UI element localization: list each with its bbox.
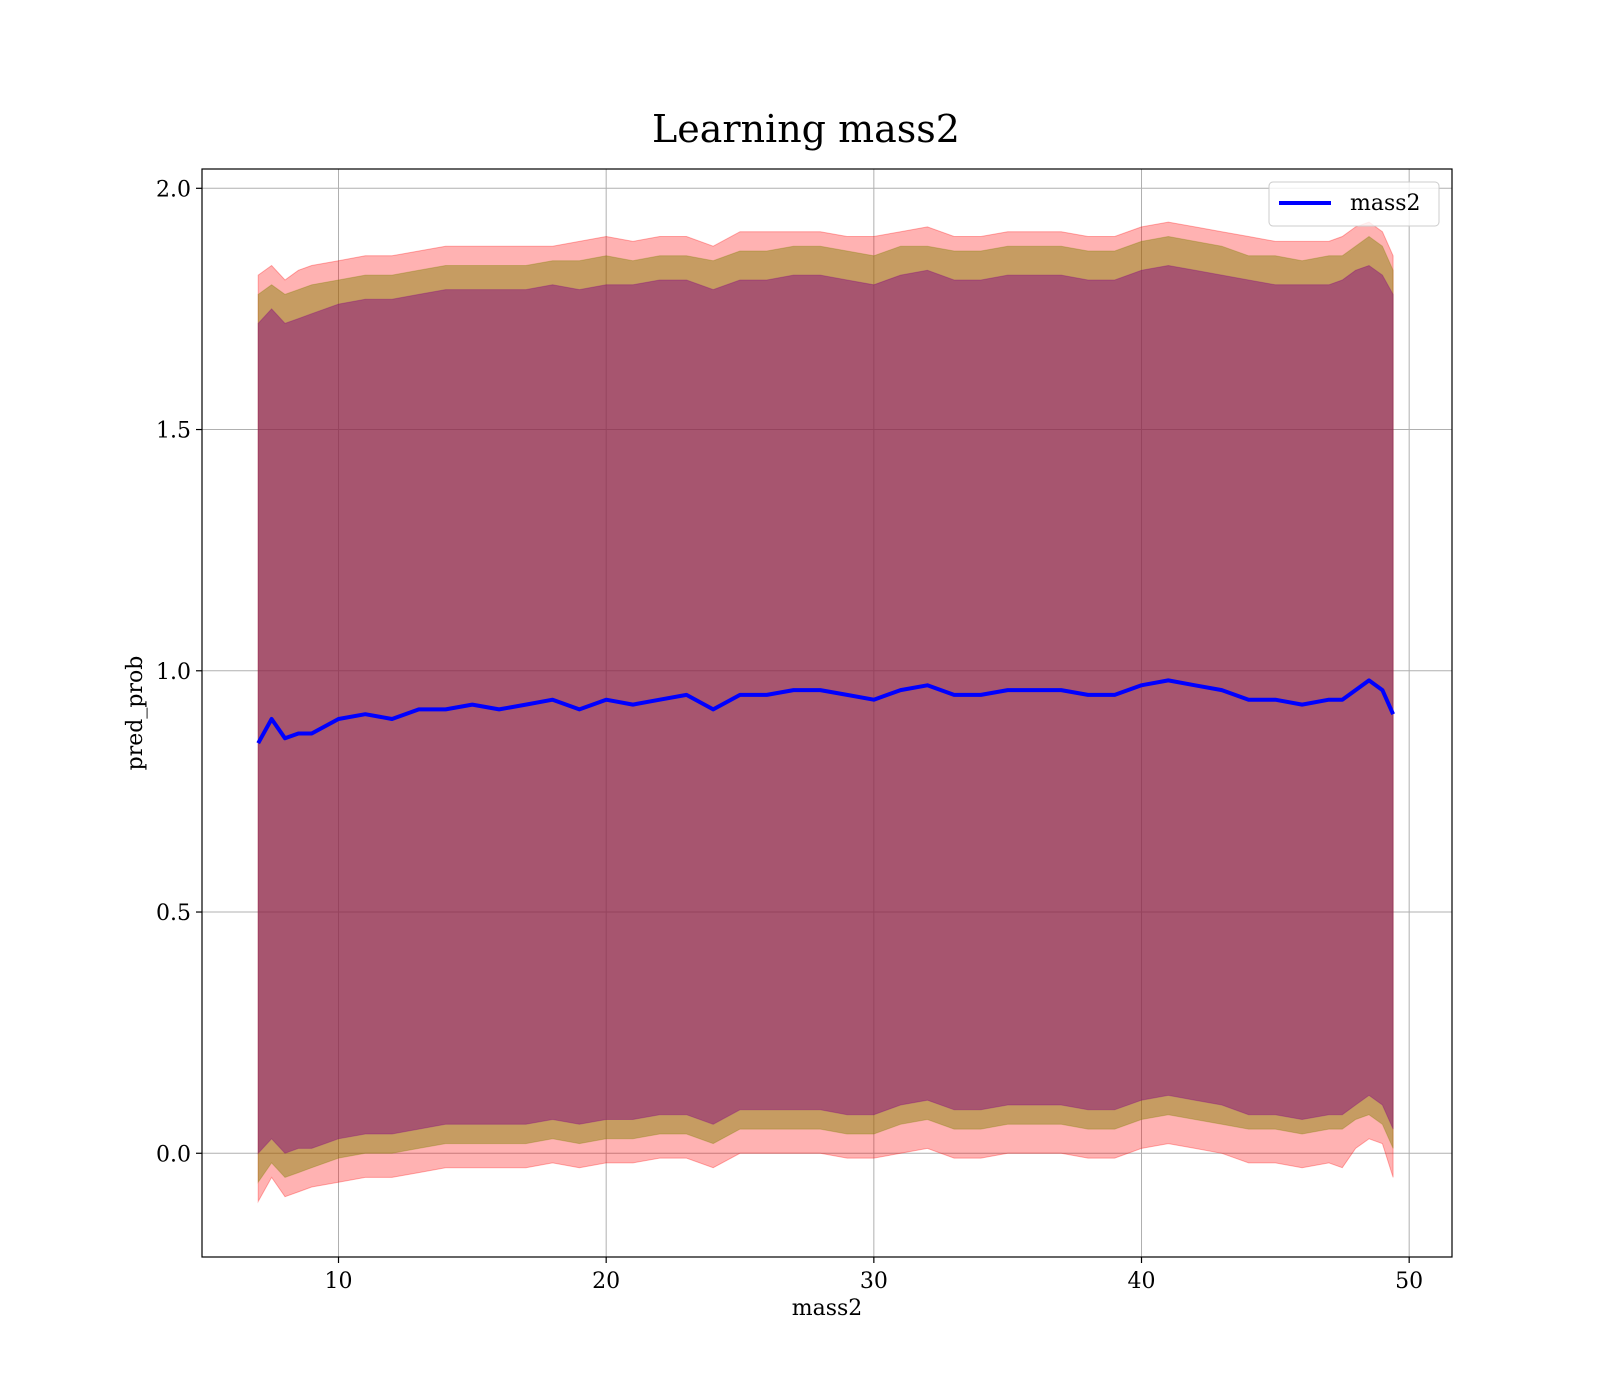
y-tick-label: 1.5 (156, 419, 191, 444)
plot-frame (201, 168, 1453, 1258)
band-mid (257, 235, 1394, 1184)
y-tick-label: 0.5 (156, 901, 191, 926)
series-lines (256, 678, 1395, 745)
series-line-mass2 (256, 678, 1395, 745)
y-axis-label: pred_prob (123, 656, 148, 771)
legend-box (1268, 181, 1440, 227)
confidence-bands (257, 221, 1394, 1204)
x-tick-label: 40 (1128, 1269, 1156, 1294)
y-tick-label: 1.0 (156, 660, 191, 685)
y-axis-ticks: 0.0 0.5 1.0 1.5 2.0 (156, 177, 202, 1167)
grid (202, 169, 1452, 1257)
x-axis-label: mass2 (792, 1296, 863, 1321)
x-tick-label: 30 (860, 1269, 888, 1294)
y-tick-label: 2.0 (156, 177, 191, 202)
x-tick-label: 10 (325, 1269, 353, 1294)
x-axis-ticks: 10 20 30 40 50 (325, 1257, 1423, 1294)
band-outer (257, 221, 1394, 1204)
plot-area (201, 168, 1453, 1258)
x-tick-label: 50 (1395, 1269, 1423, 1294)
y-tick-label: 0.0 (156, 1142, 191, 1167)
chart-title: Learning mass2 (652, 107, 960, 151)
band-inner (257, 264, 1394, 1155)
x-tick-label: 20 (592, 1269, 620, 1294)
legend: mass2 (1268, 181, 1440, 227)
legend-label-mass2: mass2 (1350, 191, 1421, 216)
